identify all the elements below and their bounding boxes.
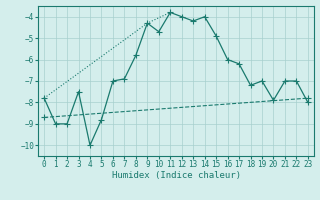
X-axis label: Humidex (Indice chaleur): Humidex (Indice chaleur) [111,171,241,180]
